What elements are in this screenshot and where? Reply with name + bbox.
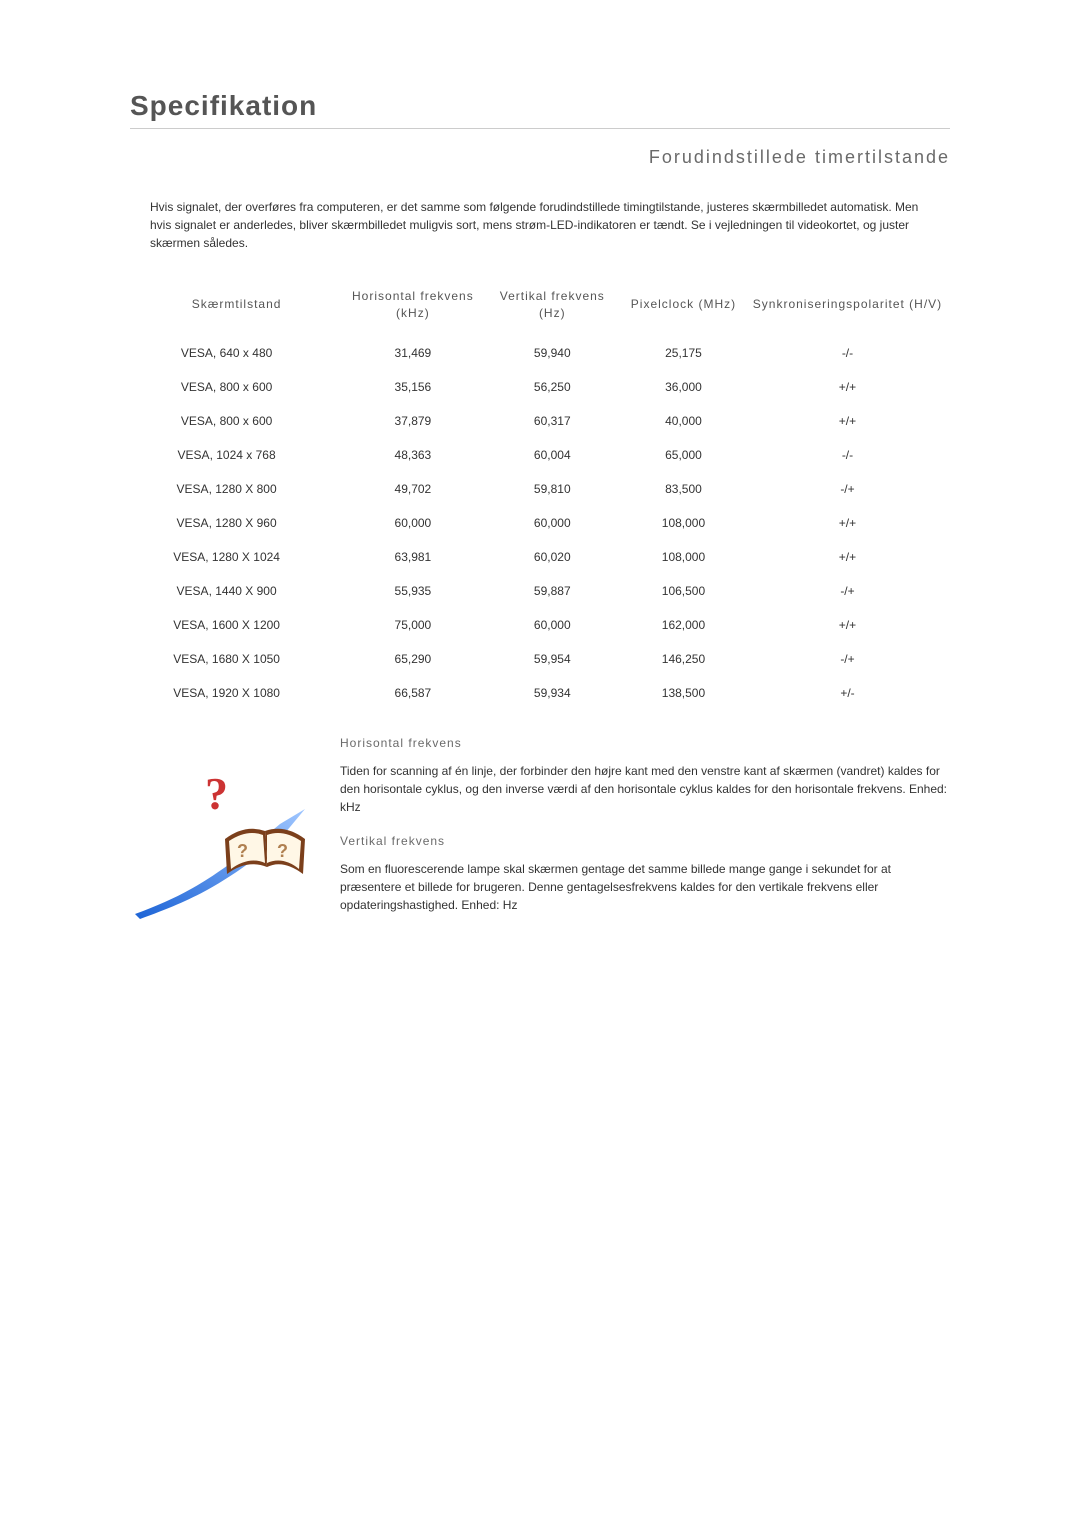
table-cell: 106,500 [622,574,745,608]
table-row: VESA, 800 x 60035,15656,25036,000+/+ [130,370,950,404]
table-cell: VESA, 1280 X 960 [130,506,343,540]
table-cell: 138,500 [622,676,745,710]
intro-paragraph: Hvis signalet, der overføres fra compute… [150,198,930,252]
table-cell: 60,000 [343,506,482,540]
table-cell: 60,020 [483,540,622,574]
table-cell: VESA, 800 x 600 [130,370,343,404]
def-vfreq-body: Som en fluorescerende lampe skal skærmen… [340,860,950,914]
table-cell: 31,469 [343,336,482,370]
table-cell: +/+ [745,540,950,574]
table-cell: VESA, 1680 X 1050 [130,642,343,676]
table-cell: VESA, 1280 X 1024 [130,540,343,574]
col-hfreq: Horisontal frekvens (kHz) [343,282,482,336]
col-pixelclk: Pixelclock (MHz) [622,282,745,336]
definition-illustration: ? ? ? [130,734,340,930]
table-cell: +/+ [745,506,950,540]
def-hfreq-body: Tiden for scanning af én linje, der forb… [340,762,950,816]
table-row: VESA, 1680 X 105065,29059,954146,250-/+ [130,642,950,676]
table-row: VESA, 640 x 48031,46959,94025,175-/- [130,336,950,370]
svg-text:?: ? [205,768,228,819]
table-cell: -/- [745,336,950,370]
table-cell: 40,000 [622,404,745,438]
table-cell: 66,587 [343,676,482,710]
table-cell: -/- [745,438,950,472]
title-rule [130,128,950,129]
table-cell: 65,000 [622,438,745,472]
table-cell: +/+ [745,608,950,642]
table-cell: 59,954 [483,642,622,676]
table-cell: 162,000 [622,608,745,642]
table-row: VESA, 1280 X 102463,98160,020108,000+/+ [130,540,950,574]
table-cell: 59,810 [483,472,622,506]
table-cell: VESA, 800 x 600 [130,404,343,438]
timing-table: Skærmtilstand Horisontal frekvens (kHz) … [130,282,950,710]
table-cell: VESA, 1920 X 1080 [130,676,343,710]
table-cell: VESA, 1440 X 900 [130,574,343,608]
col-syncpol: Synkroniseringspolaritet (H/V) [745,282,950,336]
table-cell: +/+ [745,404,950,438]
table-cell: 63,981 [343,540,482,574]
table-cell: -/+ [745,472,950,506]
table-cell: 59,887 [483,574,622,608]
table-cell: 108,000 [622,506,745,540]
table-cell: 56,250 [483,370,622,404]
table-cell: VESA, 1024 x 768 [130,438,343,472]
table-row: VESA, 1280 X 96060,00060,000108,000+/+ [130,506,950,540]
table-cell: 146,250 [622,642,745,676]
table-cell: 37,879 [343,404,482,438]
table-row: VESA, 1920 X 108066,58759,934138,500+/- [130,676,950,710]
table-row: VESA, 1600 X 120075,00060,000162,000+/+ [130,608,950,642]
table-cell: VESA, 640 x 480 [130,336,343,370]
col-mode: Skærmtilstand [130,282,343,336]
book-swoosh-icon: ? ? ? [130,764,330,924]
table-cell: 65,290 [343,642,482,676]
table-cell: 60,317 [483,404,622,438]
def-vfreq-heading: Vertikal frekvens [340,832,950,850]
table-cell: 48,363 [343,438,482,472]
table-cell: 75,000 [343,608,482,642]
table-row: VESA, 1440 X 90055,93559,887106,500-/+ [130,574,950,608]
table-cell: VESA, 1280 X 800 [130,472,343,506]
svg-text:?: ? [277,841,288,861]
table-cell: 60,000 [483,506,622,540]
def-hfreq-heading: Horisontal frekvens [340,734,950,752]
table-row: VESA, 800 x 60037,87960,31740,000+/+ [130,404,950,438]
table-cell: 36,000 [622,370,745,404]
section-subhead: Forudindstillede timertilstande [130,147,950,168]
table-cell: +/- [745,676,950,710]
col-vfreq: Vertikal frekvens (Hz) [483,282,622,336]
table-cell: 60,000 [483,608,622,642]
table-cell: 59,940 [483,336,622,370]
table-row: VESA, 1024 x 76848,36360,00465,000-/- [130,438,950,472]
svg-text:?: ? [237,841,248,861]
table-cell: 25,175 [622,336,745,370]
table-cell: 83,500 [622,472,745,506]
table-cell: 108,000 [622,540,745,574]
table-row: VESA, 1280 X 80049,70259,81083,500-/+ [130,472,950,506]
table-cell: 49,702 [343,472,482,506]
table-header-row: Skærmtilstand Horisontal frekvens (kHz) … [130,282,950,336]
table-cell: 55,935 [343,574,482,608]
table-cell: VESA, 1600 X 1200 [130,608,343,642]
table-cell: 35,156 [343,370,482,404]
table-cell: -/+ [745,574,950,608]
page-title: Specifikation [130,90,950,122]
table-cell: 59,934 [483,676,622,710]
table-cell: -/+ [745,642,950,676]
table-cell: +/+ [745,370,950,404]
table-cell: 60,004 [483,438,622,472]
